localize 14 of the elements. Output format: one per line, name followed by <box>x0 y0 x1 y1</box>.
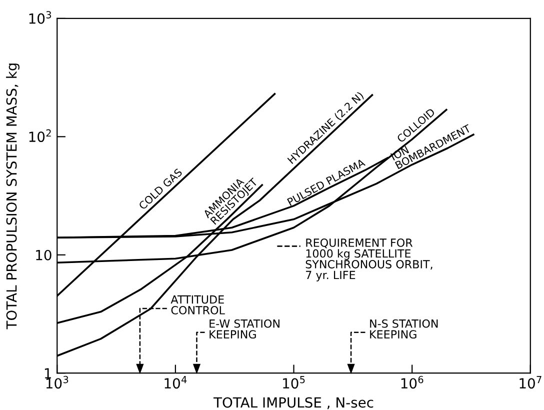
x-tick-label: 10$^{6}$ <box>401 376 424 389</box>
y-axis-title: TOTAL PROPULSION SYSTEM MASS, kg <box>6 64 20 330</box>
x-tick-label: 10$^{5}$ <box>283 376 305 389</box>
annotation: N-S STATION KEEPING <box>370 319 438 339</box>
annotation: E-W STATION KEEPING <box>210 319 280 339</box>
y-tick-label: 1 <box>44 368 51 378</box>
x-tick-label: 10$^{7}$ <box>520 376 542 389</box>
annotation: REQUIREMENT FOR 1000 kg SATELLITE SYNCHRONOUS ORBIT, 7 yr. LIFE <box>306 238 432 282</box>
x-axis-title: TOTAL IMPULSE , N-sec <box>213 397 374 410</box>
x-tick-label: 10$^{4}$ <box>164 376 187 389</box>
y-tick-label: 10 <box>36 250 52 260</box>
y-tick-label: 10$^{2}$ <box>29 129 51 142</box>
y-tick-label: 10$^{3}$ <box>29 11 52 24</box>
annotation: ATTITUDE CONTROL <box>170 295 225 314</box>
